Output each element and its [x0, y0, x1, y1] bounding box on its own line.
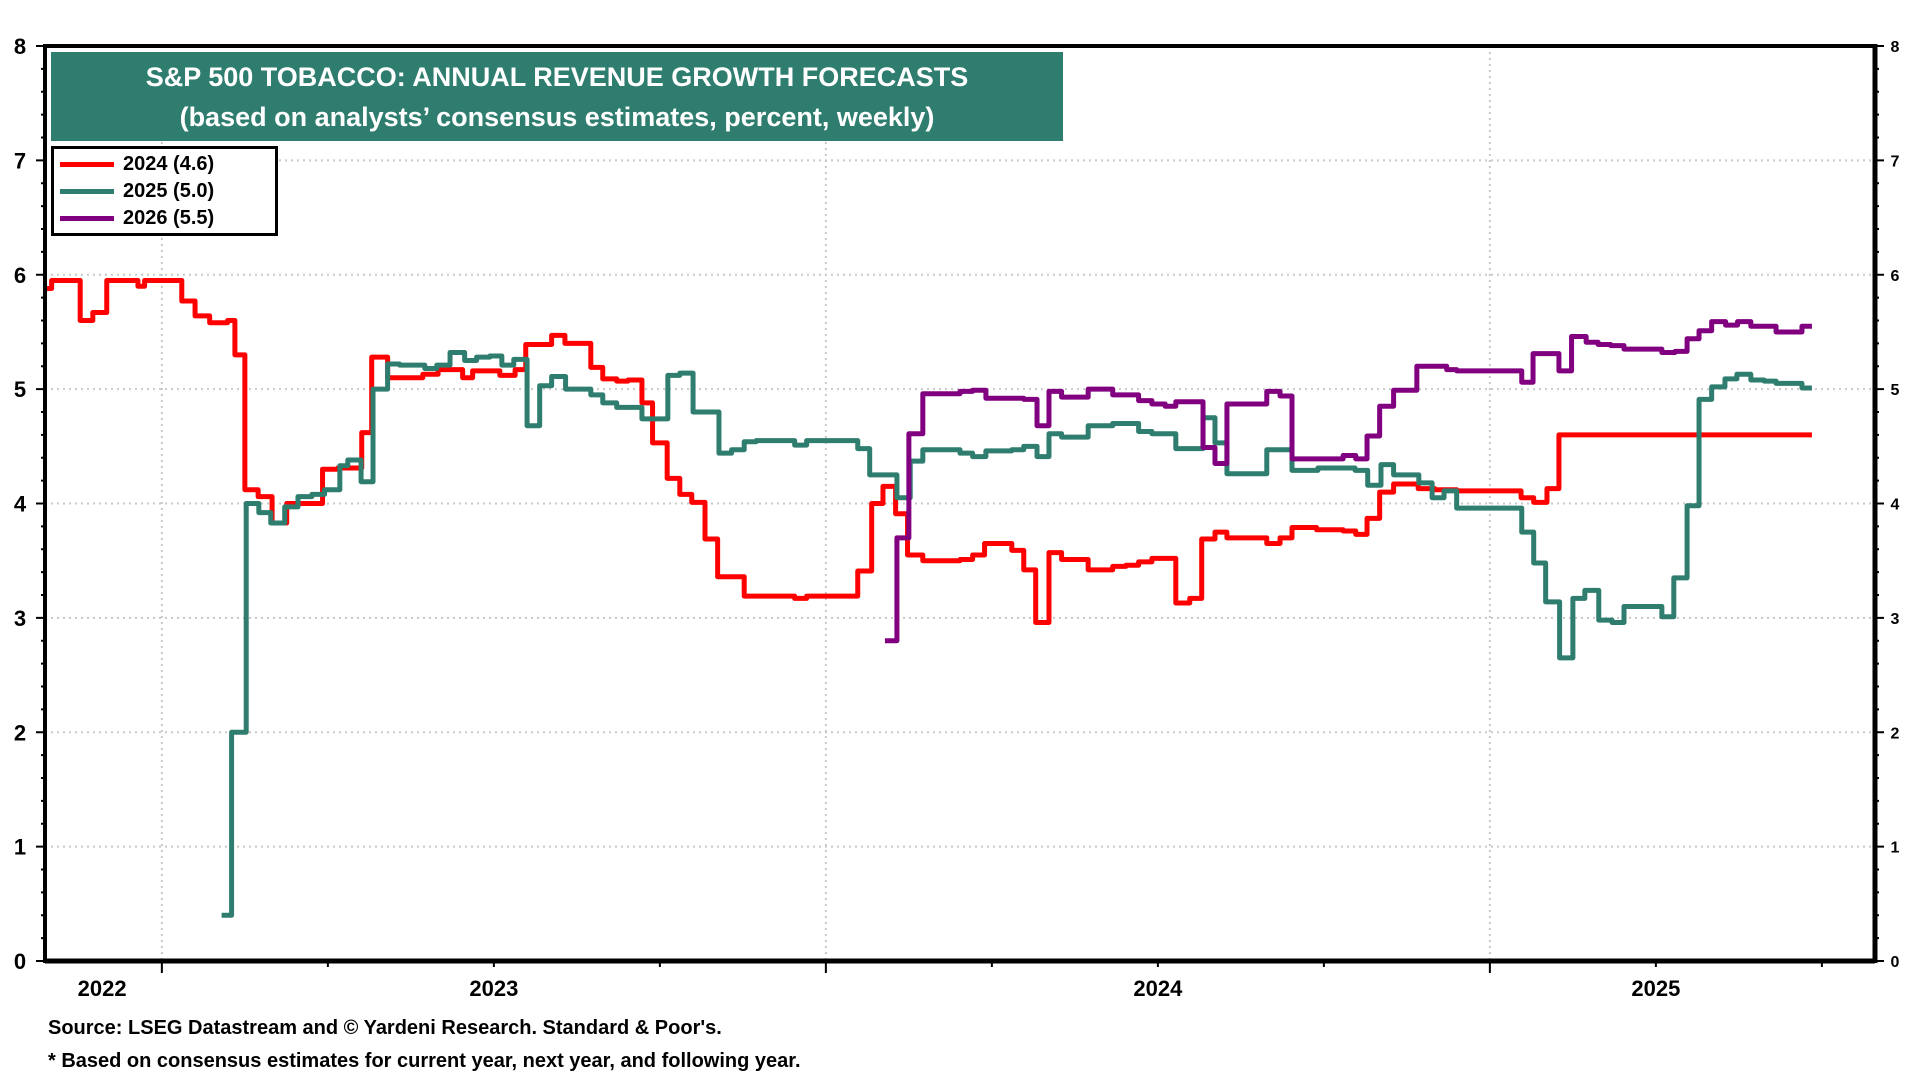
x-tick-label: 2025: [1631, 976, 1680, 1001]
chart-title: S&P 500 TOBACCO: ANNUAL REVENUE GROWTH F…: [145, 62, 969, 92]
legend-swatch-2025: [60, 189, 114, 194]
legend-label-2025: 2025 (5.0): [123, 180, 215, 202]
legend-swatch-2024: [60, 162, 114, 167]
y-axis-left-labels: 0 1 2 3 4 5 6 7 8: [14, 34, 27, 974]
y-tick-label-right: 5: [1891, 382, 1900, 399]
x-tick-label: 2024: [1133, 976, 1183, 1001]
grid-lines: [45, 46, 1875, 961]
legend: 2024 (4.6) 2025 (5.0) 2026 (5.5): [51, 146, 278, 236]
chart-subtitle: (based on analysts’ consensus estimates,…: [179, 102, 935, 132]
footnote: * Based on consensus estimates for curre…: [48, 1050, 801, 1072]
y-tick-label-left: 3: [14, 606, 26, 631]
y-tick-label-left: 7: [14, 148, 26, 173]
y-tick-label-left: 1: [14, 835, 26, 860]
series-line-2026: [884, 319, 1812, 644]
y-tick-label-right: 6: [1891, 268, 1900, 285]
legend-item-2026: 2026 (5.5): [54, 205, 275, 232]
y-tick-label-right: 4: [1891, 497, 1900, 514]
legend-item-2024: 2024 (4.6): [54, 151, 275, 178]
legend-swatch-2026: [60, 216, 114, 221]
legend-label-2026: 2026 (5.5): [123, 207, 215, 229]
series-line-2025: [221, 350, 1812, 918]
y-tick-label-right: 2: [1891, 725, 1900, 742]
y-tick-label-left: 6: [14, 263, 26, 288]
series-layer: [45, 277, 1812, 918]
y-tick-label-right: 8: [1891, 39, 1900, 56]
axes: [36, 44, 1884, 973]
y-tick-label-right: 1: [1891, 840, 1900, 857]
x-tick-label: 2022: [78, 976, 127, 1001]
legend-item-2025: 2025 (5.0): [54, 178, 275, 205]
y-tick-label-left: 8: [14, 34, 26, 59]
y-tick-label-left: 4: [14, 492, 27, 517]
y-tick-label-left: 2: [14, 720, 26, 745]
x-tick-label: 2023: [469, 976, 518, 1001]
y-axis-right-labels: 0 1 2 3 4 5 6 7 8: [1891, 39, 1900, 971]
chart-title-box: S&P 500 TOBACCO: ANNUAL REVENUE GROWTH F…: [51, 52, 1063, 141]
legend-label-2024: 2024 (4.6): [123, 153, 215, 175]
x-axis-labels: 2022 2023 2024 2025: [78, 976, 1681, 1001]
y-tick-label-right: 0: [1891, 954, 1900, 971]
y-tick-label-right: 7: [1891, 153, 1900, 170]
source-note: Source: LSEG Datastream and © Yardeni Re…: [48, 1017, 722, 1039]
y-tick-label-right: 3: [1891, 611, 1900, 628]
y-tick-label-left: 5: [14, 377, 26, 402]
y-tick-label-left: 0: [14, 949, 26, 974]
